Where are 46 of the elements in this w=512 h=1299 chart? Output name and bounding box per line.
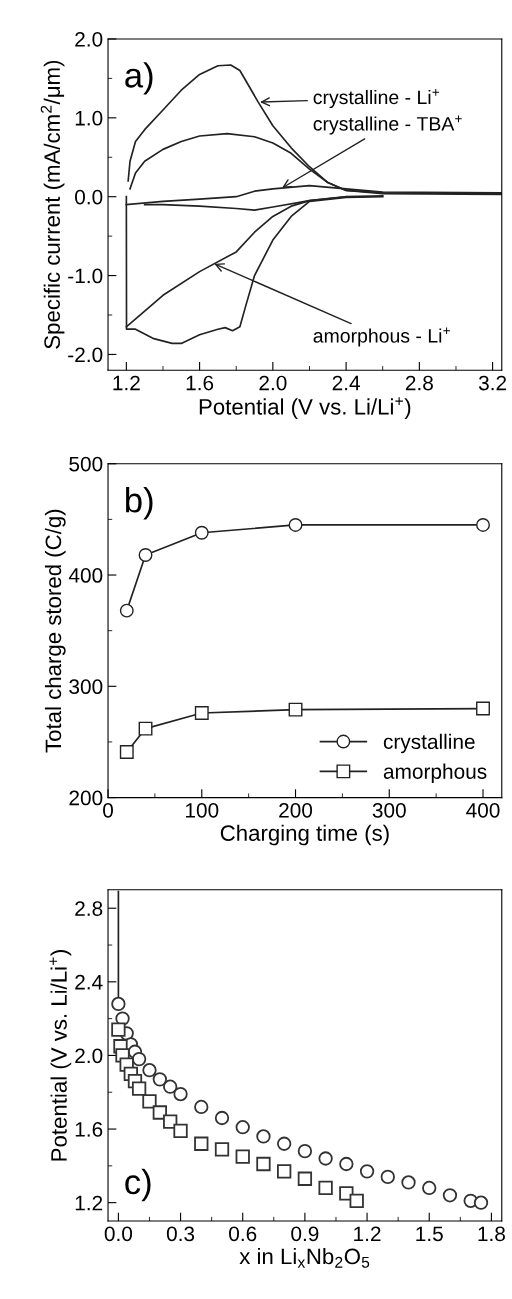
y-tick-label: 200 <box>69 790 103 806</box>
x-tick-label: 1.5 <box>416 1226 443 1242</box>
legend-label: crystalline <box>383 733 475 754</box>
annotation: crystalline - TBA$^{+}$ <box>313 115 462 135</box>
y-tick-label: 1.2 <box>75 1195 103 1211</box>
x-tick-label: 2.8 <box>405 375 433 391</box>
x-tick-label: 0 <box>103 803 114 818</box>
y-tick-label: 2.0 <box>75 1048 103 1064</box>
x-tick-label: 1.2 <box>113 375 140 391</box>
y-tick-label: -2.0 <box>68 347 103 363</box>
x-tick-label: 300 <box>372 803 406 818</box>
y-axis-title: Total charge stored (C/g) <box>44 509 66 753</box>
x-tick-label: 1.2 <box>354 1226 381 1242</box>
y-tick-label: -1.0 <box>68 268 103 284</box>
y-tick-label: 300 <box>69 679 103 695</box>
x-tick-label: 1.8 <box>478 1226 505 1242</box>
y-axis-title: Specific current (mA/cm$^{2}$/μm) <box>40 60 65 349</box>
x-tick-label: 0.6 <box>229 1226 257 1242</box>
x-axis-title: Potential (V vs. Li/Li$^{+}$) <box>199 397 411 420</box>
x-tick-label: 0.3 <box>166 1226 195 1242</box>
y-tick-label: 0.0 <box>75 189 103 205</box>
annotation: amorphous - Li$^{+}$ <box>313 327 450 347</box>
y-tick-label: 2.8 <box>75 901 103 916</box>
x-tick-label: 0.0 <box>104 1226 133 1242</box>
x-tick-label: 2.4 <box>332 375 360 391</box>
annotation: c) <box>125 1168 151 1202</box>
y-tick-label: 2.0 <box>75 31 103 47</box>
x-tick-label: 400 <box>466 803 500 818</box>
legend-label: amorphous <box>383 763 487 783</box>
annotation: b) <box>126 487 153 520</box>
x-tick-label: 200 <box>279 803 313 818</box>
annotation: a) <box>125 62 153 95</box>
x-tick-label: 0.9 <box>291 1226 319 1242</box>
x-tick-label: 100 <box>185 803 219 818</box>
x-tick-label: 1.6 <box>186 375 214 391</box>
y-axis-title: Potential (V vs. Li/Li$^{+}$) <box>49 950 72 1161</box>
x-tick-label: 2.0 <box>259 375 287 391</box>
y-tick-label: 400 <box>68 568 103 583</box>
y-tick-label: 1.0 <box>75 110 103 126</box>
annotation: crystalline - Li$^{+}$ <box>313 88 440 109</box>
y-tick-label: 1.6 <box>75 1122 103 1137</box>
x-tick-label: 3.2 <box>478 375 507 391</box>
x-axis-title: x in Li$_{x}$Nb$_{2}$O$_{5}$ <box>239 1248 370 1268</box>
y-tick-label: 2.4 <box>75 974 103 990</box>
y-tick-label: 500 <box>69 456 103 472</box>
x-axis-title: Charging time (s) <box>220 824 389 846</box>
